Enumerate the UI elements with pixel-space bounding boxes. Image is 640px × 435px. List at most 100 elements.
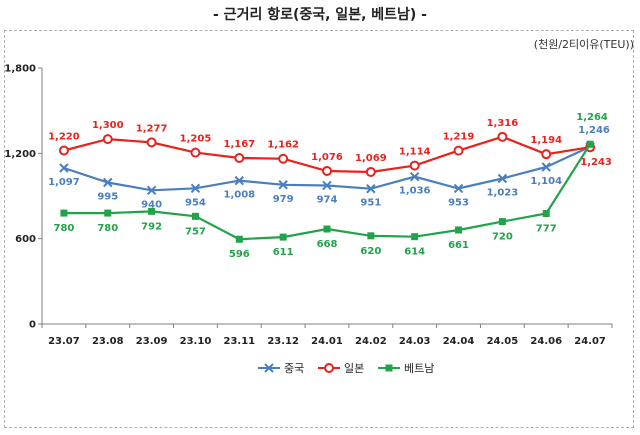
data-point <box>234 153 245 164</box>
data-label: 979 <box>273 194 294 205</box>
x-tick-label: 24.07 <box>574 336 606 347</box>
data-point <box>146 185 157 196</box>
x-tick-label: 24.05 <box>487 336 519 347</box>
data-label: 951 <box>360 198 381 209</box>
data-label: 940 <box>141 199 162 210</box>
data-label: 1,246 <box>578 125 610 136</box>
data-point <box>497 173 508 184</box>
data-label: 720 <box>492 232 513 243</box>
data-point <box>455 226 463 234</box>
data-point <box>453 183 464 194</box>
x-tick-label: 23.08 <box>92 336 124 347</box>
x-tick-label: 23.10 <box>180 336 212 347</box>
data-point <box>322 180 332 191</box>
data-point <box>58 145 69 156</box>
x-tick-label: 24.04 <box>443 336 475 347</box>
y-tick-label: 600 <box>15 234 36 245</box>
legend-label: 일본 <box>344 361 364 375</box>
data-label: 1,076 <box>311 152 343 163</box>
y-tick-label: 1,800 <box>4 64 36 75</box>
data-label: 620 <box>360 246 381 257</box>
data-point <box>148 207 156 215</box>
data-point <box>411 233 419 241</box>
data-label: 668 <box>317 239 338 250</box>
data-point <box>453 145 464 156</box>
x-tick-label: 23.09 <box>136 336 168 347</box>
unit-label: (천원/2티이유(TEU)) <box>533 38 634 51</box>
data-point <box>498 218 506 226</box>
data-point <box>409 171 420 182</box>
data-point <box>541 162 551 172</box>
x-tick-label: 24.01 <box>311 336 343 347</box>
data-label: 1,097 <box>48 177 80 188</box>
data-point <box>497 131 508 142</box>
data-label: 1,243 <box>580 157 612 168</box>
data-point <box>278 180 288 190</box>
data-label: 1,194 <box>530 135 562 146</box>
chart-title: - 근거리 항로(중국, 일본, 베트남) - <box>213 7 427 23</box>
data-point <box>586 140 594 148</box>
data-point <box>409 160 420 171</box>
data-point <box>234 175 245 186</box>
data-label: 953 <box>448 197 469 208</box>
data-label: 1,277 <box>136 123 168 134</box>
data-point <box>323 225 331 233</box>
data-label: 1,316 <box>487 118 519 129</box>
legend-marker <box>324 363 334 373</box>
x-tick-label: 24.06 <box>530 336 562 347</box>
data-label: 611 <box>273 247 294 258</box>
data-label: 1,205 <box>180 134 212 145</box>
data-label: 1,219 <box>443 132 475 143</box>
data-label: 995 <box>97 191 118 202</box>
x-tick-label: 23.12 <box>267 336 299 347</box>
data-label: 1,114 <box>399 147 431 158</box>
data-point <box>542 209 550 217</box>
data-point <box>235 235 243 243</box>
data-point <box>104 209 112 217</box>
data-label: 792 <box>141 221 162 232</box>
x-tick-label: 23.07 <box>48 336 80 347</box>
data-point <box>366 184 376 194</box>
data-point <box>365 166 376 177</box>
data-label: 614 <box>404 247 425 258</box>
data-label: 1,264 <box>576 112 608 123</box>
legend-label: 중국 <box>284 362 304 375</box>
data-label: 757 <box>185 226 206 237</box>
data-point <box>278 153 289 164</box>
data-label: 780 <box>97 223 118 234</box>
data-label: 1,023 <box>487 188 519 199</box>
x-tick-label: 24.02 <box>355 336 387 347</box>
x-tick-label: 24.03 <box>399 336 431 347</box>
data-point <box>103 177 113 188</box>
data-point <box>191 212 199 220</box>
data-label: 1,300 <box>92 120 124 131</box>
y-tick-label: 0 <box>29 320 36 331</box>
data-label: 1,104 <box>530 176 562 187</box>
data-point <box>541 149 552 160</box>
data-point <box>59 163 69 173</box>
data-label: 1,008 <box>223 190 255 201</box>
data-label: 661 <box>448 240 469 251</box>
data-point <box>146 137 157 148</box>
data-label: 777 <box>536 223 557 234</box>
legend-marker <box>264 363 274 373</box>
data-label: 974 <box>317 194 338 205</box>
y-tick-label: 1,200 <box>4 149 36 160</box>
data-point <box>60 209 68 217</box>
data-label: 1,220 <box>48 131 80 142</box>
legend-marker <box>385 364 393 372</box>
x-tick-label: 23.11 <box>223 336 255 347</box>
data-point <box>279 233 287 241</box>
data-label: 1,167 <box>223 139 255 150</box>
data-label: 780 <box>53 223 74 234</box>
data-label: 1,036 <box>399 186 431 197</box>
chart-frame <box>4 30 634 428</box>
data-point <box>190 183 201 194</box>
data-label: 1,069 <box>355 153 387 164</box>
data-point <box>367 232 375 240</box>
legend-label: 베트남 <box>404 362 434 375</box>
data-point <box>190 147 201 158</box>
data-label: 596 <box>229 249 250 260</box>
